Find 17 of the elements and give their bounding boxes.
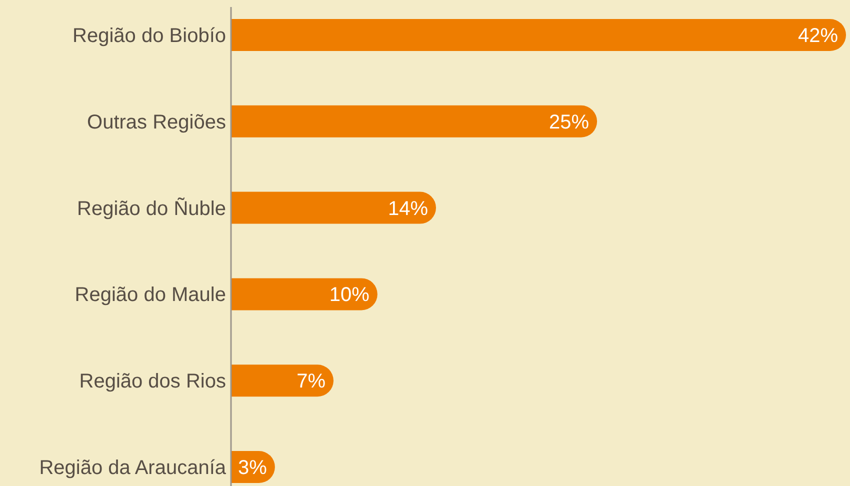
y-tick-label: Região dos Rios	[79, 370, 226, 393]
data-label: 10%	[329, 284, 370, 306]
y-tick-label: Outras Regiões	[87, 111, 226, 134]
data-label: 42%	[798, 25, 838, 47]
data-label: 25%	[549, 111, 590, 134]
y-tick-label: Região do Biobío	[72, 25, 226, 47]
bar	[231, 19, 846, 51]
bar	[231, 192, 436, 224]
data-label: 7%	[296, 370, 326, 393]
y-tick-label: Região do Maule	[74, 284, 226, 306]
data-label: 14%	[388, 198, 428, 220]
bar	[231, 364, 334, 397]
data-label: 3%	[238, 457, 268, 479]
bar	[231, 278, 378, 310]
y-tick-label: Região do Ñuble	[77, 196, 226, 220]
y-tick-label: Região da Araucanía	[39, 457, 227, 479]
bar	[231, 105, 598, 138]
